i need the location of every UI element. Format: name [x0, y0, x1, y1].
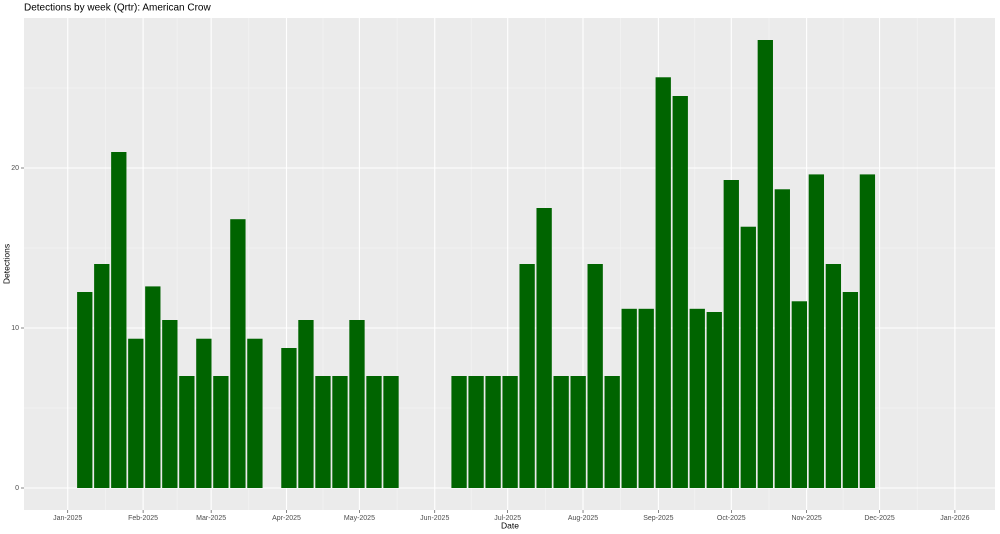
- bar: [77, 292, 93, 488]
- bar: [196, 338, 212, 488]
- bar: [536, 208, 552, 488]
- bar: [723, 180, 739, 488]
- bar: [230, 219, 246, 488]
- bar: [298, 320, 314, 488]
- x-tick-label: Feb-2025: [128, 515, 158, 522]
- bar: [519, 264, 535, 488]
- bar: [366, 376, 382, 488]
- x-tick-label: Mar-2025: [196, 515, 226, 522]
- x-tick-label: Jan-2026: [940, 515, 969, 522]
- bar: [332, 376, 348, 488]
- y-tick-label: 20: [11, 165, 19, 172]
- bar: [859, 174, 876, 488]
- x-axis-label: Date: [501, 520, 519, 530]
- chart-title: Detections by week (Qrtr): American Crow: [24, 3, 211, 14]
- bar: [349, 320, 365, 488]
- bar: [825, 264, 842, 488]
- bar: [485, 376, 501, 488]
- bar: [179, 376, 195, 488]
- y-tick-label: 10: [11, 325, 19, 332]
- bar: [689, 308, 705, 488]
- bar: [655, 77, 671, 488]
- bar: [774, 189, 790, 488]
- bar: [247, 338, 263, 488]
- bar: [383, 376, 399, 488]
- bar: [553, 376, 569, 488]
- bar: [281, 348, 297, 488]
- x-tick-label: Apr-2025: [272, 515, 301, 522]
- bar: [757, 40, 773, 488]
- x-tick-label: May-2025: [344, 515, 375, 522]
- x-tick-label: Dec-2025: [864, 515, 894, 522]
- bar: [468, 376, 484, 488]
- bar: [213, 376, 229, 488]
- bar: [604, 376, 620, 488]
- bar: [791, 301, 807, 488]
- bar: [672, 96, 688, 488]
- bar: [587, 264, 603, 488]
- bar: [111, 152, 127, 488]
- bar: [842, 292, 859, 488]
- bar: [621, 308, 637, 488]
- x-tick-label: Nov-2025: [791, 515, 821, 522]
- bar: [502, 376, 518, 488]
- x-tick-label: Oct-2025: [717, 515, 746, 522]
- bar: [128, 338, 144, 488]
- bar: [451, 376, 467, 488]
- x-tick-label: Aug-2025: [568, 515, 598, 522]
- y-tick-label: 0: [15, 485, 19, 492]
- bar: [94, 264, 110, 488]
- bar: [740, 226, 756, 488]
- x-tick-label: Jul-2025: [494, 515, 521, 522]
- x-tick-label: Sep-2025: [643, 515, 673, 522]
- bar: [570, 376, 586, 488]
- bar: [808, 174, 825, 488]
- bar: [145, 286, 161, 488]
- x-tick-label: Jan-2025: [53, 515, 82, 522]
- y-axis-label: Detections: [1, 244, 11, 284]
- bar: [706, 312, 722, 488]
- bar: [315, 376, 331, 488]
- bar: [638, 308, 654, 488]
- bar: [162, 320, 178, 488]
- x-tick-label: Jun-2025: [420, 515, 449, 522]
